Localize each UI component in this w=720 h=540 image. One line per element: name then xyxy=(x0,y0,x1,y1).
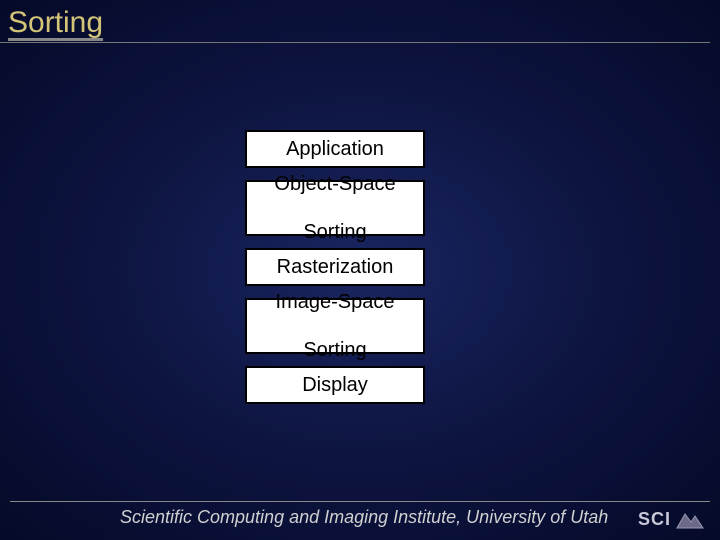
pipeline-node-image-space-sorting: Image-SpaceSorting xyxy=(245,298,425,354)
title-rule xyxy=(0,42,710,43)
slide-title: Sorting xyxy=(8,6,103,40)
sci-logo: SCI xyxy=(638,502,714,536)
sci-logo-icon xyxy=(675,508,705,530)
sci-logo-text: SCI xyxy=(638,509,671,530)
pipeline-node-rasterization: Rasterization xyxy=(245,248,425,286)
pipeline-node-application: Application xyxy=(245,130,425,168)
pipeline-stack: Application Object-SpaceSorting Rasteriz… xyxy=(245,130,425,404)
footer-rule xyxy=(10,501,710,502)
footer-text: Scientific Computing and Imaging Institu… xyxy=(120,507,608,528)
pipeline-node-object-space-sorting: Object-SpaceSorting xyxy=(245,180,425,236)
pipeline-node-display: Display xyxy=(245,366,425,404)
